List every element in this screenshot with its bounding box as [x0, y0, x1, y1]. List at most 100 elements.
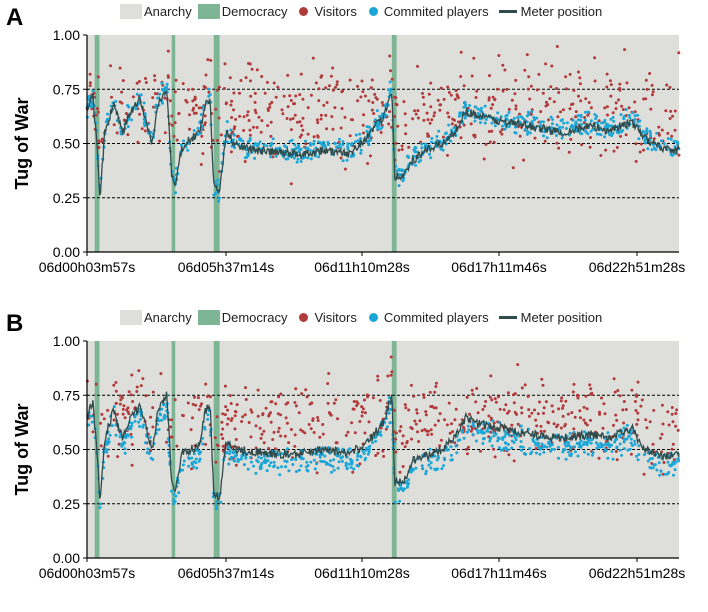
committed-point	[545, 136, 549, 140]
visitor-point	[561, 414, 565, 418]
committed-point	[594, 441, 598, 445]
visitor-point	[129, 432, 133, 436]
committed-point	[339, 146, 343, 150]
visitor-point	[514, 104, 518, 108]
visitor-point	[466, 445, 470, 449]
committed-point	[631, 111, 635, 115]
visitor-point	[464, 447, 468, 451]
committed-point	[114, 99, 118, 103]
visitor-point	[294, 94, 298, 98]
committed-point	[121, 443, 125, 447]
committed-point	[472, 424, 476, 428]
committed-point	[198, 451, 202, 455]
visitor-point	[434, 381, 438, 385]
visitor-point	[456, 96, 460, 100]
visitor-point	[552, 422, 556, 426]
visitor-point	[482, 157, 486, 161]
committed-point	[320, 143, 324, 147]
committed-point	[147, 451, 151, 455]
visitor-point	[511, 166, 515, 170]
committed-point	[177, 491, 181, 495]
visitor-point	[221, 437, 225, 440]
visitor-point	[453, 118, 456, 122]
committed-point	[332, 468, 336, 472]
visitor-point	[283, 434, 287, 438]
visitor-point	[438, 108, 442, 112]
committed-point	[407, 478, 411, 482]
committed-point	[507, 433, 511, 437]
committed-point	[501, 438, 505, 441]
committed-point	[502, 447, 506, 451]
committed-point	[87, 94, 91, 98]
visitor-point	[316, 419, 320, 422]
visitor-point	[665, 83, 669, 87]
visitor-point	[330, 115, 334, 119]
committed-point	[401, 179, 405, 183]
committed-point	[344, 464, 348, 468]
committed-point	[130, 424, 134, 428]
legend-label: Meter position	[520, 309, 603, 325]
committed-point	[288, 139, 292, 143]
committed-point	[449, 458, 453, 462]
committed-point	[268, 464, 271, 468]
legend-a: Anarchy Democracy Visitors Commited players…	[120, 2, 608, 20]
visitor-point	[560, 396, 564, 400]
committed-point	[566, 444, 570, 448]
visitor-point	[334, 85, 337, 89]
visitor-point	[120, 101, 124, 105]
visitor-point	[645, 426, 649, 430]
visitor-point	[121, 407, 125, 411]
committed-point	[273, 464, 276, 468]
visitor-point	[473, 133, 477, 137]
committed-point	[583, 450, 586, 454]
committed-point	[105, 448, 109, 452]
visitor-point	[571, 390, 575, 394]
committed-point	[349, 457, 352, 461]
committed-point	[201, 105, 205, 109]
visitor-point	[253, 91, 257, 95]
committed-point	[126, 125, 130, 129]
committed-point	[266, 459, 270, 463]
visitor-point	[400, 442, 404, 445]
committed-point	[90, 414, 94, 418]
visitor-point	[119, 398, 123, 402]
committed-point	[672, 140, 676, 143]
visitor-point	[615, 458, 619, 462]
committed-point	[550, 447, 554, 451]
visitor-point	[88, 72, 92, 76]
visitor-point	[365, 393, 369, 397]
visitor-point	[172, 134, 176, 138]
visitor-point	[293, 401, 297, 404]
visitor-point	[516, 363, 520, 367]
committed-point	[559, 119, 563, 123]
committed-point	[192, 452, 196, 456]
committed-point	[663, 472, 667, 476]
visitor-point	[352, 400, 356, 403]
committed-point	[579, 444, 583, 448]
legend-label: Democracy	[221, 3, 288, 19]
visitor-point	[289, 428, 293, 431]
visitor-point	[266, 109, 270, 112]
visitor-point	[633, 100, 637, 104]
visitor-point	[670, 412, 674, 416]
committed-point	[584, 441, 588, 444]
committed-point	[280, 452, 284, 456]
committed-point	[545, 445, 549, 449]
committed-point	[154, 106, 158, 109]
committed-point	[90, 105, 94, 109]
visitor-point	[639, 404, 643, 408]
committed-point	[181, 468, 184, 472]
committed-point	[322, 460, 326, 464]
legend-label: Commited players	[383, 309, 489, 325]
visitor-point	[584, 394, 588, 398]
committed-point	[542, 444, 546, 448]
committed-point	[496, 111, 500, 115]
visitor-point	[230, 116, 234, 119]
visitor-point	[252, 125, 255, 129]
visitor-point	[197, 408, 201, 412]
visitor-point	[568, 107, 572, 111]
committed-point	[354, 133, 358, 137]
committed-point	[476, 431, 480, 435]
committed-point	[227, 462, 231, 466]
visitor-point	[286, 401, 290, 405]
